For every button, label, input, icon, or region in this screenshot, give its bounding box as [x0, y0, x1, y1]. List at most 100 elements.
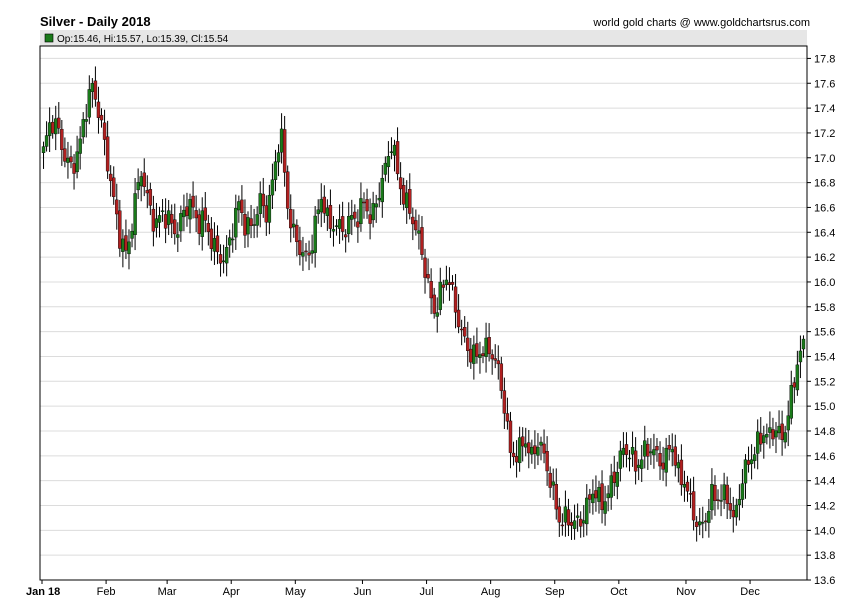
- candle-body: [789, 385, 793, 419]
- candle: [139, 171, 143, 202]
- candle-body: [160, 210, 165, 212]
- candle: [716, 489, 720, 510]
- candle-body: [121, 238, 125, 252]
- candle-body: [481, 353, 485, 357]
- candle: [282, 115, 287, 187]
- candle: [649, 438, 653, 465]
- candle-body: [173, 219, 177, 235]
- candle-body: [566, 509, 571, 526]
- candle-body: [777, 425, 781, 434]
- candle: [533, 430, 537, 469]
- x-tick-label: Jan 18: [26, 586, 60, 598]
- candle: [734, 498, 739, 526]
- candle: [536, 433, 540, 466]
- candle-body: [359, 198, 363, 224]
- candle-body: [374, 203, 378, 208]
- candle-body: [44, 135, 49, 147]
- candle: [630, 431, 635, 467]
- candle-body: [582, 520, 586, 524]
- candle: [145, 175, 149, 209]
- candle-body: [792, 382, 797, 388]
- candle: [694, 516, 699, 542]
- candle-body: [752, 454, 757, 461]
- candle-body: [798, 350, 803, 363]
- candle-body: [771, 429, 775, 440]
- candle: [478, 341, 482, 374]
- candle-body: [478, 354, 482, 358]
- candle: [206, 214, 211, 246]
- candle: [563, 490, 568, 537]
- candle: [157, 206, 162, 238]
- candle: [102, 109, 107, 156]
- candle-body: [594, 490, 598, 499]
- candle: [417, 214, 421, 250]
- candle: [105, 120, 110, 179]
- candle: [334, 219, 339, 236]
- candle: [121, 229, 125, 268]
- candle-body: [682, 484, 687, 488]
- candle-body: [411, 216, 415, 225]
- candle-body: [139, 176, 143, 187]
- candle-body: [548, 472, 552, 488]
- candle-body: [575, 515, 580, 518]
- candle-body: [255, 214, 259, 226]
- candle-body: [508, 420, 513, 453]
- candle-body: [142, 172, 146, 187]
- candle-body: [279, 128, 284, 153]
- candle: [609, 463, 613, 510]
- candle-body: [194, 210, 198, 219]
- candle-body: [240, 199, 244, 214]
- candle-body: [273, 161, 278, 180]
- candle: [646, 437, 650, 470]
- candle-body: [469, 348, 473, 363]
- candle-body: [740, 483, 745, 500]
- candle: [246, 211, 250, 248]
- candle-body: [115, 199, 119, 215]
- candle: [99, 108, 104, 128]
- candle-body: [511, 452, 516, 458]
- candle: [279, 113, 284, 164]
- candle-body: [224, 247, 229, 264]
- candle-body: [54, 118, 58, 135]
- candle: [96, 86, 101, 134]
- candle-body: [615, 472, 620, 487]
- x-axis: Jan 18 Feb Mar Apr May Jun Jul Aug Sep Oct Nov Dec: [26, 580, 760, 598]
- candle-body: [722, 484, 726, 501]
- candle-body: [209, 228, 214, 249]
- candle: [484, 322, 488, 373]
- candle-body: [405, 192, 409, 209]
- candle-body: [728, 503, 732, 511]
- candle: [749, 444, 754, 480]
- candle-body: [456, 309, 461, 328]
- candle: [603, 485, 607, 526]
- candle: [737, 484, 742, 521]
- candle-body: [755, 431, 760, 454]
- x-tick-label: Mar: [158, 586, 177, 598]
- candle: [398, 162, 403, 205]
- candle: [795, 350, 800, 396]
- candle-body: [499, 363, 504, 391]
- candle-body: [218, 254, 223, 264]
- candle: [673, 434, 677, 477]
- plot-frame: [39, 45, 808, 581]
- candle-body: [295, 224, 299, 243]
- candle-body: [646, 443, 650, 457]
- candle-body: [206, 223, 211, 232]
- candle: [688, 478, 693, 509]
- candle: [273, 149, 278, 192]
- candle-body: [612, 471, 616, 484]
- candle: [456, 294, 461, 334]
- candle-body: [310, 250, 314, 254]
- candle: [209, 217, 214, 261]
- candle-body: [57, 117, 61, 129]
- candle: [551, 468, 555, 501]
- candle-body: [340, 216, 345, 232]
- y-tick-label: 16.2: [814, 252, 835, 264]
- candle: [84, 104, 88, 138]
- candle: [41, 141, 46, 169]
- candle-body: [389, 151, 394, 153]
- candle: [783, 425, 787, 449]
- candle: [762, 425, 766, 459]
- candle-body: [795, 364, 800, 391]
- x-tick-label: Oct: [610, 586, 627, 598]
